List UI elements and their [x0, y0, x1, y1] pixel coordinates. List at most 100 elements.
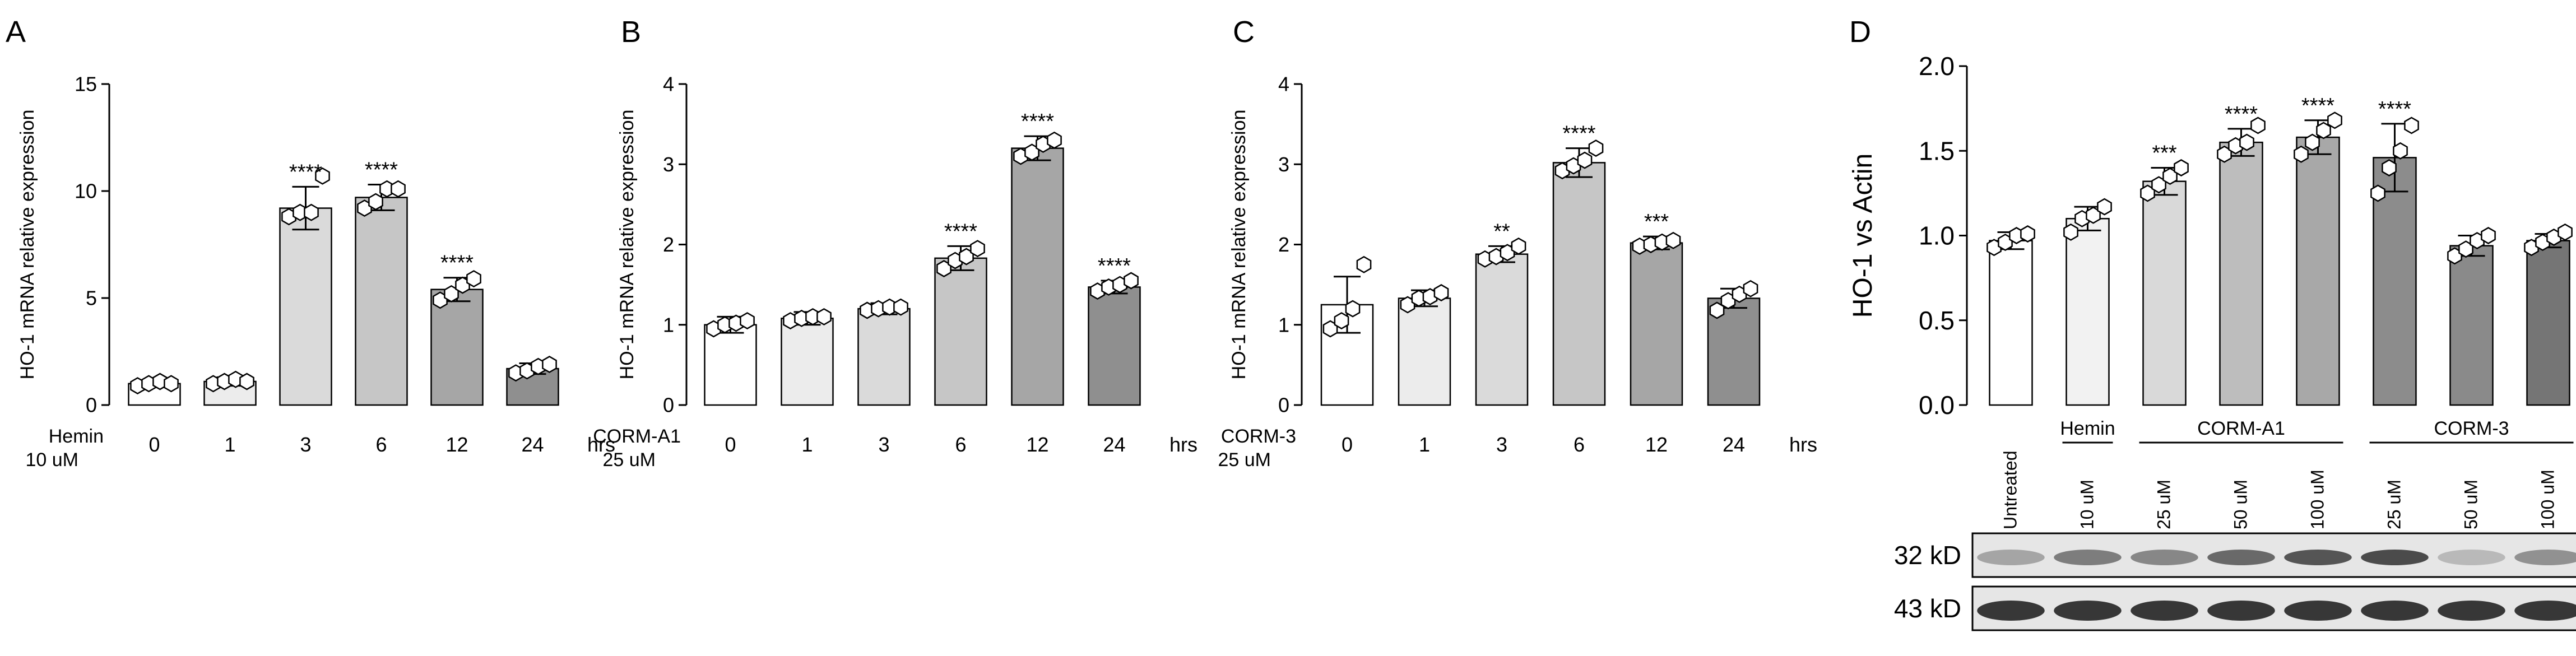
data-point: [2250, 117, 2266, 134]
blot-band: [2438, 601, 2505, 621]
data-point: [2558, 223, 2573, 241]
bar: [2142, 180, 2187, 406]
data-point: [368, 193, 383, 211]
x-tick-label: 10 uM: [2077, 480, 2097, 529]
blot-band: [2514, 550, 2576, 565]
blot-band: [2207, 601, 2275, 621]
x-tick-label: 100 uM: [2538, 469, 2558, 529]
data-point: [970, 240, 985, 258]
data-point: [239, 373, 254, 390]
bar: [279, 207, 332, 406]
data-point: [542, 355, 557, 373]
x-tick-label: 24: [1103, 433, 1125, 456]
data-point: [2305, 133, 2320, 151]
data-point: [2239, 133, 2254, 151]
x-unit-label: hrs: [1169, 433, 1198, 456]
y-tick-label: 0: [1278, 394, 1289, 417]
x-tick-label: 25 uM: [2384, 480, 2405, 529]
bar: [857, 308, 911, 406]
data-point: [1334, 312, 1349, 330]
data-point: [2327, 111, 2342, 129]
blot-band: [2284, 550, 2352, 565]
blot-band: [2438, 550, 2505, 565]
bar: [1552, 162, 1606, 406]
data-point: [2020, 225, 2035, 243]
y-tick-label: 2.0: [1919, 52, 1955, 81]
treatment-label: Hemin: [49, 426, 104, 447]
significance-label: ***: [2152, 142, 2177, 165]
y-tick-label: 2: [663, 233, 674, 256]
data-point: [740, 312, 755, 330]
blot-band: [2054, 550, 2122, 565]
bar: [781, 318, 834, 406]
data-point: [315, 167, 330, 185]
blot-band: [1977, 601, 2045, 621]
panel-letter: C: [1233, 15, 1255, 49]
data-point: [2063, 223, 2078, 241]
data-point: [1345, 300, 1361, 318]
data-point: [893, 298, 908, 316]
data-point: [1577, 151, 1593, 169]
data-point: [1124, 272, 1139, 290]
x-tick-label: 6: [1574, 433, 1585, 456]
significance-label: ***: [1644, 210, 1669, 234]
x-tick-label: 12: [1026, 433, 1048, 456]
data-point: [164, 375, 179, 393]
bar: [1088, 286, 1141, 406]
y-tick-label: 0.0: [1919, 390, 1955, 420]
significance-label: ****: [1098, 254, 1131, 278]
y-tick-label: 3: [1278, 153, 1289, 176]
y-tick-label: 15: [75, 73, 97, 96]
data-point: [2404, 117, 2419, 134]
x-tick-label: 24: [1723, 433, 1745, 456]
blot-band: [2131, 550, 2198, 565]
x-tick-label: 3: [878, 433, 889, 456]
panel-a: A 0 5 10 15 HO-1 mRNA relative expression 0 1 **…: [6, 15, 615, 471]
data-point: [1588, 139, 1604, 157]
significance-label: ****: [440, 252, 474, 275]
y-tick-label: 0: [86, 394, 97, 417]
bar: [430, 289, 484, 406]
bar: [704, 324, 757, 406]
blot-size-label: 32 kD: [1894, 541, 1961, 570]
y-tick-label: 1: [1278, 313, 1289, 336]
blot-size-label: 43 kD: [1894, 594, 1961, 623]
bar: [934, 257, 987, 406]
x-tick-label: 1: [1419, 433, 1430, 456]
data-point: [2481, 227, 2496, 244]
y-tick-label: 0.5: [1919, 306, 1955, 335]
y-tick-label: 4: [1278, 73, 1289, 96]
x-tick-label: 25 uM: [2154, 480, 2174, 529]
x-tick-label: 50 uM: [2461, 480, 2481, 529]
panel-d: D0.00.51.01.52.0HO-1 vs Actin******* ****…: [1848, 15, 2576, 631]
bar: [2449, 245, 2494, 406]
x-tick-label: 100 uM: [2308, 469, 2328, 529]
significance-label: ****: [1021, 110, 1054, 133]
data-point: [2393, 142, 2408, 160]
panel-letter: A: [6, 15, 26, 49]
y-tick-label: 2: [1278, 233, 1289, 256]
bar: [1398, 297, 1451, 406]
x-tick-label: 0: [725, 433, 736, 456]
data-point: [2370, 184, 2385, 202]
y-axis-label: HO-1 vs Actin: [1848, 153, 1878, 318]
x-tick-label: 12: [445, 433, 468, 456]
significance-label: ****: [2301, 94, 2334, 118]
data-point: [466, 270, 481, 288]
significance-label: ****: [2225, 103, 2258, 126]
bar: [2526, 240, 2570, 406]
significance-label: ****: [289, 160, 322, 184]
x-tick-label: 1: [801, 433, 813, 456]
y-tick-label: 10: [75, 180, 97, 203]
significance-label: ****: [1562, 122, 1595, 146]
blot-band: [1977, 550, 2045, 565]
x-unit-label: hrs: [587, 433, 615, 456]
panel-letter: D: [1849, 15, 1871, 49]
y-tick-label: 0: [663, 394, 674, 417]
treatment-dose-label: 10 uM: [26, 449, 79, 471]
blot-band: [2054, 601, 2122, 621]
data-point: [2382, 159, 2397, 176]
